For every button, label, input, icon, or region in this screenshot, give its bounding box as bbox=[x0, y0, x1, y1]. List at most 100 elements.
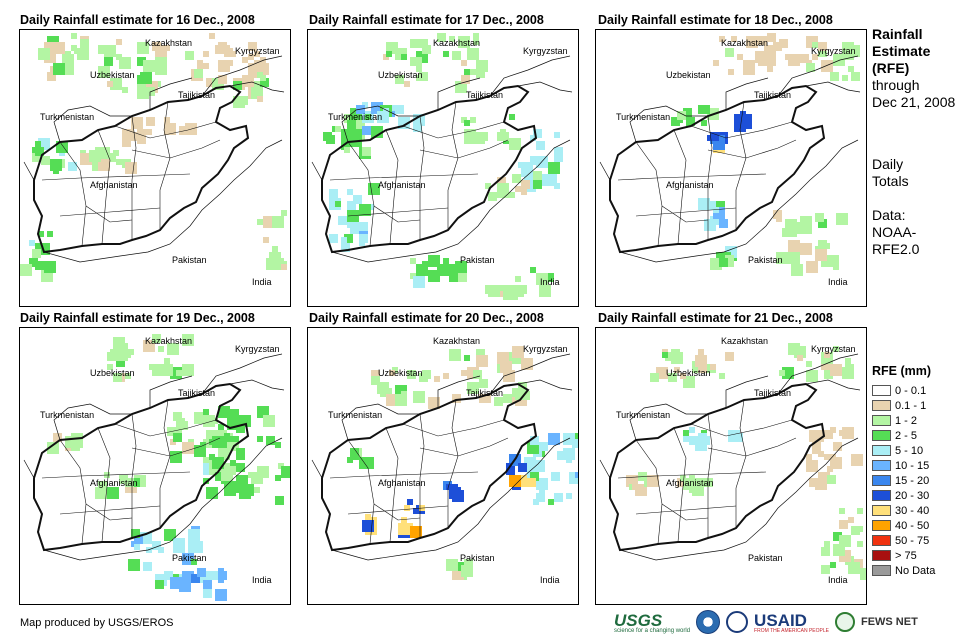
country-label-afghanistan: Afghanistan bbox=[378, 180, 426, 190]
rainfall-area bbox=[485, 171, 542, 201]
data-source-line: NOAA- bbox=[872, 224, 917, 240]
province-boundary bbox=[347, 439, 375, 545]
country-label-kazakhstan: Kazakhstan bbox=[721, 336, 769, 346]
legend-item: > 75 bbox=[872, 548, 935, 563]
country-label-turkmenistan: Turkmenistan bbox=[328, 410, 383, 420]
usaid-logo: USAID FROM THE AMERICAN PEOPLE bbox=[754, 611, 829, 634]
rainfall-area bbox=[47, 433, 83, 454]
province-boundary bbox=[635, 505, 737, 515]
country-label-tajikistan: Tajikistan bbox=[178, 90, 216, 100]
province-boundary bbox=[707, 139, 797, 159]
country-label-india: India bbox=[252, 277, 272, 287]
country-label-uzbekistan: Uzbekistan bbox=[378, 368, 423, 378]
legend-item: 30 - 40 bbox=[872, 503, 935, 518]
legend-item: 5 - 10 bbox=[872, 443, 935, 458]
country-label-uzbekistan: Uzbekistan bbox=[90, 368, 135, 378]
daily-line: Daily bbox=[872, 156, 904, 172]
legend-item: 50 - 75 bbox=[872, 533, 935, 548]
panel-title: Daily Rainfall estimate for 19 Dec., 200… bbox=[20, 311, 255, 325]
country-label-pakistan: Pakistan bbox=[460, 255, 495, 265]
country-label-pakistan: Pakistan bbox=[460, 553, 495, 563]
panel-title: Daily Rainfall estimate for 18 Dec., 200… bbox=[598, 13, 833, 27]
province-boundary bbox=[329, 471, 479, 479]
afghanistan-boundary bbox=[609, 382, 826, 552]
legend-title: RFE (mm) bbox=[872, 364, 932, 378]
legend-swatch bbox=[872, 475, 891, 486]
country-label-pakistan: Pakistan bbox=[172, 553, 207, 563]
rainfall-area bbox=[446, 559, 473, 580]
province-boundary bbox=[673, 129, 687, 245]
fews-globe-icon bbox=[834, 612, 855, 632]
country-boundary bbox=[619, 437, 859, 561]
rainfall-area bbox=[356, 102, 425, 135]
rainfall-area bbox=[671, 105, 719, 126]
legend-label: 0 - 0.1 bbox=[895, 384, 927, 397]
province-boundary bbox=[114, 121, 217, 139]
province-boundary bbox=[41, 471, 191, 479]
country-label-kyrgyzstan: Kyrgyzstan bbox=[523, 46, 568, 56]
legend-label: No Data bbox=[895, 564, 936, 577]
rainfall-area bbox=[410, 255, 467, 288]
legend-label: > 75 bbox=[895, 549, 917, 562]
province-boundary bbox=[735, 399, 747, 528]
rainfall-area bbox=[38, 33, 110, 81]
province-boundary bbox=[347, 505, 449, 515]
fews-net-wordmark: FEWS NET bbox=[860, 616, 918, 628]
rainfall-area bbox=[710, 246, 737, 270]
rainfall-area bbox=[461, 114, 521, 150]
rainfall-area bbox=[626, 472, 659, 496]
side-title-line: Rainfall bbox=[872, 26, 923, 42]
country-label-kazakhstan: Kazakhstan bbox=[145, 336, 193, 346]
rainfall-area bbox=[329, 183, 380, 252]
province-boundary bbox=[617, 173, 767, 181]
afghanistan-boundary bbox=[321, 84, 538, 254]
province-boundary bbox=[635, 439, 663, 545]
province-boundary bbox=[673, 427, 687, 543]
country-boundary bbox=[311, 353, 573, 479]
legend-swatch bbox=[872, 535, 891, 546]
country-label-kyrgyzstan: Kyrgyzstan bbox=[523, 344, 568, 354]
legend-item: 10 - 15 bbox=[872, 458, 935, 473]
rainfall-area bbox=[707, 132, 728, 153]
province-boundary bbox=[347, 141, 375, 247]
rainfall-area bbox=[398, 517, 422, 538]
afghanistan-boundary bbox=[33, 84, 250, 254]
rainfall-area bbox=[383, 33, 488, 93]
rainfall-area bbox=[821, 508, 866, 580]
province-boundary bbox=[159, 399, 171, 528]
data-source-line: RFE2.0 bbox=[872, 241, 920, 257]
rainfall-area bbox=[32, 138, 77, 174]
side-title-line: (RFE) bbox=[872, 60, 910, 76]
legend-swatch bbox=[872, 400, 891, 411]
rainfall-area bbox=[806, 427, 863, 490]
province-boundary bbox=[59, 207, 161, 217]
rainfall-map: Kazakhstan Kyrgyzstan Uzbekistan Tajikistan… bbox=[19, 327, 291, 605]
rainfall-area bbox=[524, 433, 578, 505]
usaid-wordmark: USAID bbox=[754, 610, 807, 630]
rainfall-area bbox=[485, 267, 554, 300]
panel-title: Daily Rainfall estimate for 17 Dec., 200… bbox=[309, 13, 544, 27]
through-date: Dec 21, 2008 bbox=[872, 94, 956, 110]
country-label-afghanistan: Afghanistan bbox=[378, 478, 426, 488]
country-label-kyrgyzstan: Kyrgyzstan bbox=[811, 46, 856, 56]
legend-swatch bbox=[872, 490, 891, 501]
country-label-tajikistan: Tajikistan bbox=[466, 90, 504, 100]
country-boundary bbox=[311, 55, 573, 181]
data-label: Data: bbox=[872, 207, 906, 223]
province-boundary bbox=[419, 413, 425, 538]
rainfall-area bbox=[404, 499, 425, 514]
side-title-line: Estimate bbox=[872, 43, 931, 59]
country-label-india: India bbox=[540, 277, 560, 287]
rainfall-area bbox=[170, 568, 227, 601]
province-boundary bbox=[131, 437, 221, 457]
province-boundary bbox=[131, 139, 221, 159]
province-boundary bbox=[617, 471, 767, 479]
rainfall-map: Kazakhstan Kyrgyzstan Uzbekistan Tajikistan… bbox=[595, 327, 867, 605]
province-boundary bbox=[707, 413, 713, 538]
country-boundary bbox=[619, 139, 859, 263]
province-boundary bbox=[402, 419, 505, 437]
province-boundary bbox=[59, 439, 87, 545]
rainfall-area bbox=[347, 448, 374, 469]
usaid-tagline: FROM THE AMERICAN PEOPLE bbox=[754, 627, 829, 634]
legend-item: 0 - 0.1 bbox=[872, 383, 935, 398]
